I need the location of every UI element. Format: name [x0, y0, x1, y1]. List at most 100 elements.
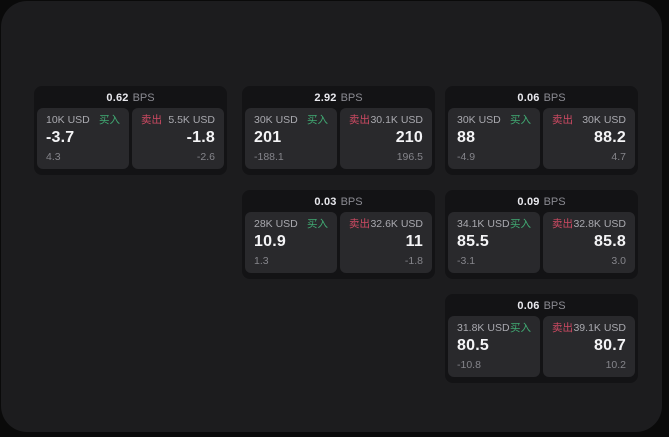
buy-sub-value: -10.8: [457, 359, 481, 371]
buy-panel-top: 34.1K USD 买入: [457, 218, 531, 230]
bps-unit-label: BPS: [340, 195, 363, 208]
sell-quote-value: -1.8: [186, 129, 215, 146]
app-window: 0.62 BPS 10K USD 买入 -3.7 4.3 卖出 5.5K USD…: [1, 1, 662, 432]
card-header: 2.92 BPS: [242, 86, 435, 107]
buy-amount-label: 28K USD: [254, 218, 298, 230]
sell-panel[interactable]: 卖出 30.1K USD 210 196.5: [340, 108, 432, 169]
buy-panel-top: 10K USD 买入: [46, 114, 120, 126]
sell-sub-value: 196.5: [396, 151, 423, 163]
bps-value: 0.09: [517, 195, 540, 208]
sell-side-label: 卖出: [552, 218, 573, 230]
buy-panel[interactable]: 30K USD 买入 88 -4.9: [448, 108, 540, 169]
sell-panel[interactable]: 卖出 32.8K USD 85.8 3.0: [543, 212, 635, 273]
card-header: 0.62 BPS: [34, 86, 227, 107]
buy-panel-top: 30K USD 买入: [457, 114, 531, 126]
sell-panel-top: 卖出 30.1K USD: [349, 114, 423, 126]
buy-quote-value: -3.7: [46, 129, 75, 146]
buy-panel-top: 30K USD 买入: [254, 114, 328, 126]
sell-panel-top: 卖出 32.6K USD: [349, 218, 423, 230]
sell-side-label: 卖出: [349, 218, 370, 230]
card-header: 0.09 BPS: [445, 190, 638, 211]
sell-panel-top: 卖出 30K USD: [552, 114, 626, 126]
buy-panel[interactable]: 34.1K USD 买入 85.5 -3.1: [448, 212, 540, 273]
quote-panels: 30K USD 买入 201 -188.1 卖出 30.1K USD 210 1…: [242, 107, 435, 169]
bps-value: 0.06: [517, 299, 540, 312]
sell-sub-value: -2.6: [196, 151, 215, 163]
buy-side-label: 买入: [307, 218, 328, 230]
buy-panel[interactable]: 10K USD 买入 -3.7 4.3: [37, 108, 129, 169]
buy-amount-label: 10K USD: [46, 114, 90, 126]
bps-value: 0.03: [314, 195, 337, 208]
card-header: 0.03 BPS: [242, 190, 435, 211]
buy-side-label: 买入: [510, 322, 531, 334]
buy-side-label: 买入: [510, 218, 531, 230]
sell-quote-value: 88.2: [594, 129, 626, 146]
bps-value: 0.62: [106, 91, 129, 104]
sell-amount-label: 30.1K USD: [370, 114, 423, 126]
sell-side-label: 卖出: [141, 114, 162, 126]
buy-side-label: 买入: [307, 114, 328, 126]
bps-unit-label: BPS: [543, 195, 566, 208]
bps-unit-label: BPS: [340, 91, 363, 104]
sell-panel[interactable]: 卖出 32.6K USD 11 -1.8: [340, 212, 432, 273]
bps-value: 2.92: [314, 91, 337, 104]
sell-panel-top: 卖出 32.8K USD: [552, 218, 626, 230]
buy-quote-value: 88: [457, 129, 476, 146]
buy-amount-label: 34.1K USD: [457, 218, 510, 230]
sell-quote-value: 210: [395, 129, 423, 146]
buy-quote-value: 85.5: [457, 233, 489, 250]
sell-panel[interactable]: 卖出 39.1K USD 80.7 10.2: [543, 316, 635, 377]
quote-panels: 34.1K USD 买入 85.5 -3.1 卖出 32.8K USD 85.8…: [445, 211, 638, 273]
sell-sub-value: 3.0: [611, 255, 626, 267]
buy-sub-value: 4.3: [46, 151, 61, 163]
sell-panel[interactable]: 卖出 5.5K USD -1.8 -2.6: [132, 108, 224, 169]
buy-amount-label: 30K USD: [254, 114, 298, 126]
sell-amount-label: 32.8K USD: [573, 218, 626, 230]
buy-sub-value: 1.3: [254, 255, 269, 267]
sell-panel-top: 卖出 5.5K USD: [141, 114, 215, 126]
sell-side-label: 卖出: [349, 114, 370, 126]
buy-sub-value: -3.1: [457, 255, 476, 267]
sell-side-label: 卖出: [552, 114, 573, 126]
buy-quote-value: 201: [254, 129, 282, 146]
buy-amount-label: 31.8K USD: [457, 322, 510, 334]
sell-side-label: 卖出: [552, 322, 573, 334]
sell-sub-value: 4.7: [611, 151, 626, 163]
sell-quote-value: 85.8: [594, 233, 626, 250]
buy-panel-top: 31.8K USD 买入: [457, 322, 531, 334]
sell-sub-value: -1.8: [404, 255, 423, 267]
buy-side-label: 买入: [99, 114, 120, 126]
sell-sub-value: 10.2: [605, 359, 626, 371]
sell-amount-label: 32.6K USD: [370, 218, 423, 230]
bps-value: 0.06: [517, 91, 540, 104]
quote-card: 0.62 BPS 10K USD 买入 -3.7 4.3 卖出 5.5K USD…: [34, 86, 227, 175]
sell-quote-value: 80.7: [594, 337, 626, 354]
buy-panel[interactable]: 28K USD 买入 10.9 1.3: [245, 212, 337, 273]
quote-panels: 30K USD 买入 88 -4.9 卖出 30K USD 88.2 4.7: [445, 107, 638, 169]
buy-panel-top: 28K USD 买入: [254, 218, 328, 230]
quote-panels: 28K USD 买入 10.9 1.3 卖出 32.6K USD 11 -1.8: [242, 211, 435, 273]
quote-card: 0.06 BPS 31.8K USD 买入 80.5 -10.8 卖出 39.1…: [445, 294, 638, 383]
sell-amount-label: 5.5K USD: [168, 114, 215, 126]
quote-panels: 10K USD 买入 -3.7 4.3 卖出 5.5K USD -1.8 -2.…: [34, 107, 227, 169]
quote-panels: 31.8K USD 买入 80.5 -10.8 卖出 39.1K USD 80.…: [445, 315, 638, 377]
buy-panel[interactable]: 31.8K USD 买入 80.5 -10.8: [448, 316, 540, 377]
bps-unit-label: BPS: [543, 91, 566, 104]
buy-quote-value: 10.9: [254, 233, 286, 250]
bps-unit-label: BPS: [132, 91, 155, 104]
quote-card: 0.03 BPS 28K USD 买入 10.9 1.3 卖出 32.6K US…: [242, 190, 435, 279]
buy-sub-value: -4.9: [457, 151, 476, 163]
buy-side-label: 买入: [510, 114, 531, 126]
card-header: 0.06 BPS: [445, 86, 638, 107]
sell-quote-value: 11: [405, 233, 423, 250]
sell-panel[interactable]: 卖出 30K USD 88.2 4.7: [543, 108, 635, 169]
sell-panel-top: 卖出 39.1K USD: [552, 322, 626, 334]
buy-amount-label: 30K USD: [457, 114, 501, 126]
sell-amount-label: 30K USD: [582, 114, 626, 126]
buy-quote-value: 80.5: [457, 337, 489, 354]
buy-sub-value: -188.1: [254, 151, 284, 163]
buy-panel[interactable]: 30K USD 买入 201 -188.1: [245, 108, 337, 169]
bps-unit-label: BPS: [543, 299, 566, 312]
quote-card: 0.06 BPS 30K USD 买入 88 -4.9 卖出 30K USD 8…: [445, 86, 638, 175]
sell-amount-label: 39.1K USD: [573, 322, 626, 334]
